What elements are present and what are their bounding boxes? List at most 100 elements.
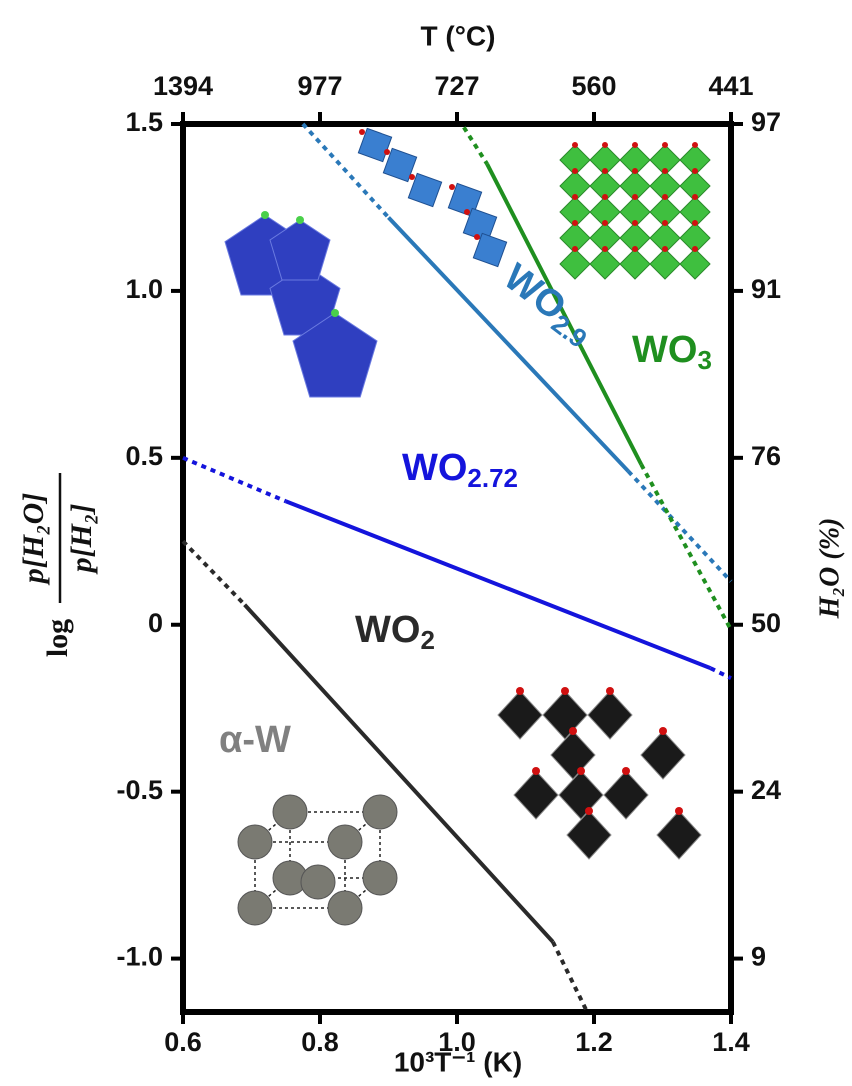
atom bbox=[572, 142, 578, 148]
chart: T (°C) 10³T⁻¹ (K) H₂O (%) log p[H₂O] p[H… bbox=[0, 0, 852, 1086]
octahedron bbox=[657, 811, 701, 859]
atom bbox=[662, 142, 668, 148]
atom bbox=[602, 220, 608, 226]
atom bbox=[363, 795, 397, 829]
atom bbox=[632, 194, 638, 200]
x-tick-label: 0.6 bbox=[164, 1027, 202, 1057]
atom bbox=[602, 168, 608, 174]
phase-label: WO2 bbox=[355, 609, 435, 655]
line-segment bbox=[464, 127, 487, 164]
y-tick-label: 1.5 bbox=[125, 107, 163, 137]
atom bbox=[659, 727, 667, 735]
y2-tick-label: 50 bbox=[751, 608, 781, 638]
atom bbox=[572, 246, 578, 252]
atom bbox=[301, 865, 335, 899]
phase-name: α-W bbox=[219, 719, 291, 761]
phase-name: WO bbox=[355, 609, 420, 651]
x2-tick-label: 977 bbox=[297, 71, 342, 101]
y2-tick-label: 91 bbox=[751, 274, 781, 304]
octahedron bbox=[620, 249, 650, 279]
atom bbox=[238, 891, 272, 925]
phase-subscript: 2 bbox=[420, 625, 434, 655]
atom bbox=[662, 168, 668, 174]
x2-tick-label: 560 bbox=[571, 71, 616, 101]
atom bbox=[602, 246, 608, 252]
atom bbox=[606, 687, 614, 695]
atom bbox=[516, 687, 524, 695]
line-segment bbox=[628, 471, 731, 581]
atom bbox=[363, 861, 397, 895]
line-segment bbox=[286, 501, 711, 668]
atom bbox=[632, 168, 638, 174]
octahedron bbox=[590, 249, 620, 279]
atom bbox=[238, 825, 272, 859]
line-segment bbox=[389, 217, 629, 471]
y-tick-label: 1.0 bbox=[125, 274, 163, 304]
y-tick-label: 0.5 bbox=[125, 441, 163, 471]
y2-axis-title: H₂O (%) bbox=[814, 518, 845, 620]
atom bbox=[632, 220, 638, 226]
atom bbox=[692, 194, 698, 200]
atom bbox=[532, 767, 540, 775]
phase-subscript: 3 bbox=[697, 345, 711, 375]
atom bbox=[328, 825, 362, 859]
atom bbox=[632, 142, 638, 148]
line-segment bbox=[183, 541, 245, 604]
line-segment bbox=[183, 458, 286, 501]
atom bbox=[569, 727, 577, 735]
atom bbox=[662, 220, 668, 226]
octahedron bbox=[514, 771, 558, 819]
atom bbox=[632, 246, 638, 252]
x2-tick-label: 1394 bbox=[153, 71, 213, 101]
structure-icons bbox=[225, 128, 710, 925]
atom bbox=[572, 168, 578, 174]
y2-tick-label: 24 bbox=[751, 775, 781, 805]
octahedron bbox=[551, 731, 595, 779]
line-segment bbox=[710, 668, 731, 678]
octahedron bbox=[680, 249, 710, 279]
atom bbox=[384, 149, 390, 155]
phase-name: WO bbox=[402, 447, 467, 489]
x2-tick-label: 727 bbox=[434, 71, 479, 101]
octahedron bbox=[604, 771, 648, 819]
y2-tick-label: 9 bbox=[751, 942, 766, 972]
atom bbox=[662, 246, 668, 252]
atom bbox=[464, 209, 470, 215]
y-axis-title: log p[H₂O] p[H₂] bbox=[17, 473, 98, 657]
atom bbox=[296, 216, 304, 224]
atom bbox=[692, 220, 698, 226]
octahedron bbox=[641, 731, 685, 779]
y2-tick-label: 97 bbox=[751, 107, 781, 137]
phase-subscript: 2.72 bbox=[467, 463, 518, 493]
atom bbox=[692, 168, 698, 174]
x2-axis-title: T (°C) bbox=[421, 20, 496, 51]
phase-label: WO2.72 bbox=[402, 447, 518, 493]
phase-label: WO3 bbox=[632, 329, 712, 375]
atom bbox=[561, 687, 569, 695]
line-segment bbox=[553, 942, 587, 1012]
phase-name: WO bbox=[632, 329, 697, 371]
atom bbox=[692, 142, 698, 148]
octahedron bbox=[588, 691, 632, 739]
atom bbox=[692, 246, 698, 252]
atom bbox=[602, 194, 608, 200]
atom bbox=[675, 807, 683, 815]
y-tick-label: 0 bbox=[148, 608, 163, 638]
y2-tick-label: 76 bbox=[751, 441, 781, 471]
atom bbox=[328, 891, 362, 925]
phase-label: WO2.9 bbox=[494, 256, 603, 354]
octahedron bbox=[560, 249, 590, 279]
atom bbox=[662, 194, 668, 200]
atom bbox=[622, 767, 630, 775]
x-tick-label: 1.2 bbox=[575, 1027, 613, 1057]
atom bbox=[572, 194, 578, 200]
atom bbox=[585, 807, 593, 815]
y-tick-label: -1.0 bbox=[116, 942, 163, 972]
octahedron bbox=[567, 811, 611, 859]
atom bbox=[359, 129, 365, 135]
atom bbox=[409, 174, 415, 180]
octahedron bbox=[498, 691, 542, 739]
x-tick-label: 1.4 bbox=[712, 1027, 750, 1057]
octahedron bbox=[543, 691, 587, 739]
atom bbox=[331, 309, 339, 317]
